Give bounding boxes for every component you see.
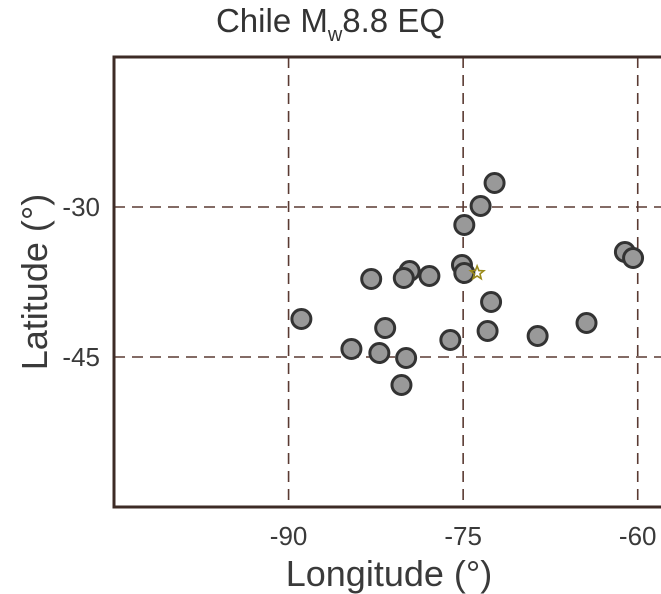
y-tick-label: -30: [62, 192, 100, 222]
data-point: [418, 265, 441, 287]
x-tick-label: -90: [270, 521, 308, 551]
data-point: [622, 247, 645, 269]
data-point: [480, 291, 503, 313]
chart-title: Chile Mw8.8 EQ: [0, 2, 661, 46]
data-point: [390, 374, 413, 396]
y-tick-label: -45: [62, 342, 100, 372]
chart-title-suffix: 8.8 EQ: [342, 2, 446, 39]
data-point: [469, 195, 492, 217]
data-point: [290, 308, 313, 330]
x-axis-label: Longitude (°): [286, 553, 493, 594]
data-point: [395, 347, 418, 369]
data-point: [526, 325, 549, 347]
x-tick-label: -75: [444, 521, 482, 551]
data-point: [453, 262, 476, 284]
data-point: [340, 338, 363, 360]
data-point: [483, 172, 506, 194]
data-point: [476, 320, 499, 342]
plot-frame: [112, 55, 661, 509]
data-point: [575, 312, 598, 334]
chart-title-prefix: Chile M: [215, 2, 328, 39]
data-point: [374, 317, 397, 339]
chart-title-subscript: w: [327, 24, 343, 46]
data-point: [392, 267, 415, 289]
y-axis-label: Latitude (°): [14, 194, 55, 370]
data-point: [368, 342, 391, 364]
data-point: [453, 214, 476, 236]
data-point: [360, 268, 383, 290]
epicenter-star-icon: [468, 263, 486, 281]
x-tick-label: -60: [619, 521, 657, 551]
data-point: [439, 329, 462, 351]
